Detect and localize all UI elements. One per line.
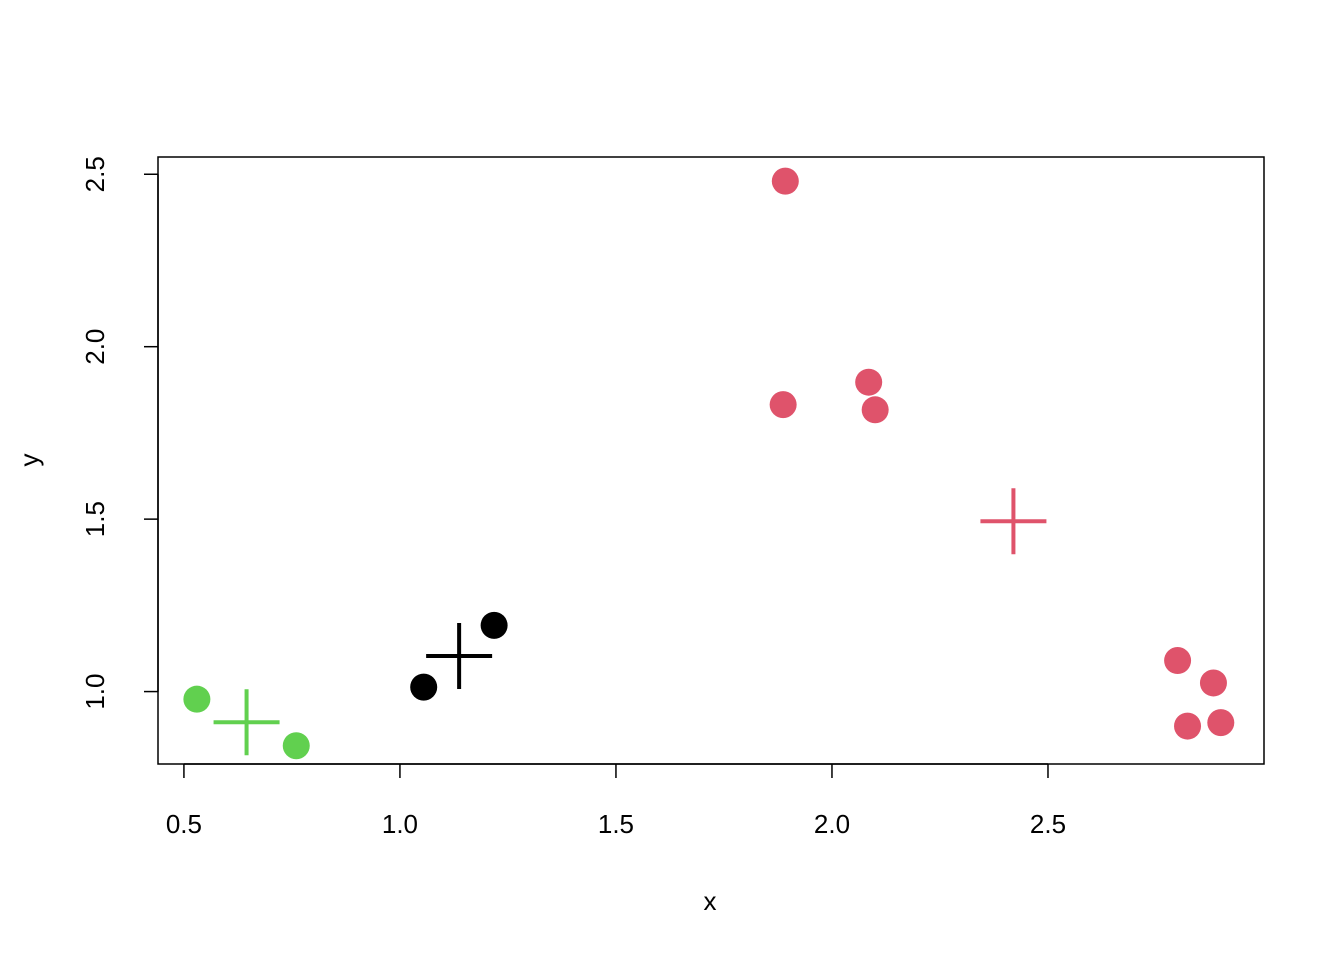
y-tick-label: 1.0	[80, 673, 110, 709]
x-tick-label: 1.0	[382, 809, 418, 839]
data-point	[771, 167, 799, 195]
data-point	[1199, 669, 1227, 697]
y-tick-label: 1.5	[80, 501, 110, 537]
x-tick-label: 0.5	[166, 809, 202, 839]
x-tick-label: 1.5	[598, 809, 634, 839]
data-point	[855, 368, 883, 396]
data-point	[1164, 647, 1192, 675]
cluster-center-marker	[426, 623, 493, 690]
x-axis-label: x	[704, 886, 717, 916]
data-point	[480, 611, 508, 639]
data-point	[1174, 712, 1202, 740]
plot-frame	[157, 156, 1265, 765]
y-tick-label: 2.5	[80, 156, 110, 192]
cluster-center-marker	[213, 689, 280, 756]
data-point	[410, 673, 438, 701]
data-point	[1207, 709, 1235, 737]
data-point	[282, 732, 310, 760]
cluster-center-marker	[980, 488, 1047, 555]
data-point	[769, 391, 797, 419]
data-points	[183, 167, 1235, 760]
x-tick-label: 2.5	[1030, 809, 1066, 839]
y-tick-label: 2.0	[80, 329, 110, 365]
cluster-centers	[213, 488, 1047, 756]
y-axis-label: y	[14, 454, 44, 467]
data-point	[183, 685, 211, 713]
x-axis: 0.5 1.0 1.5 2.0 2.5	[166, 763, 1066, 839]
y-axis: 1.0 1.5 2.0 2.5	[80, 156, 159, 710]
x-tick-label: 2.0	[814, 809, 850, 839]
data-point	[861, 396, 889, 424]
